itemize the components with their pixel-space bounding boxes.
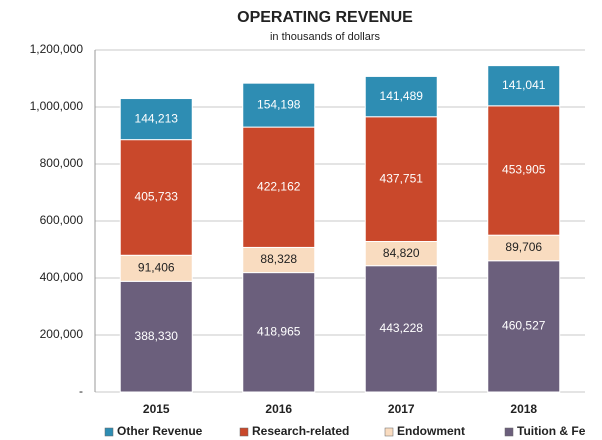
y-tick-label: 400,000 bbox=[40, 270, 84, 284]
legend-swatch bbox=[384, 427, 394, 437]
value-label: 437,751 bbox=[380, 171, 424, 185]
bar-segment bbox=[487, 260, 561, 393]
legend-swatch bbox=[104, 427, 114, 437]
bar-segment bbox=[119, 139, 193, 256]
bar-segment bbox=[364, 265, 438, 393]
bar-segment bbox=[487, 105, 561, 236]
value-label: 154,198 bbox=[257, 97, 301, 111]
value-label: 89,706 bbox=[505, 240, 542, 254]
x-tick-label: 2015 bbox=[143, 402, 170, 416]
legend-label: Other Revenue bbox=[117, 424, 203, 438]
value-label: 144,213 bbox=[135, 111, 179, 125]
y-tick-label: - bbox=[79, 384, 83, 398]
value-label: 84,820 bbox=[383, 246, 420, 260]
value-label: 460,527 bbox=[502, 319, 546, 333]
value-label: 388,330 bbox=[135, 329, 179, 343]
bar-segment bbox=[364, 75, 438, 118]
value-label: 443,228 bbox=[380, 321, 424, 335]
value-label: 141,041 bbox=[502, 78, 546, 92]
chart-title: OPERATING REVENUE bbox=[237, 9, 413, 26]
x-tick-label: 2017 bbox=[388, 402, 415, 416]
value-label: 422,162 bbox=[257, 179, 301, 193]
bar-segment bbox=[119, 98, 193, 141]
value-label: 453,905 bbox=[502, 163, 546, 177]
value-label: 418,965 bbox=[257, 324, 301, 338]
value-label: 141,489 bbox=[380, 89, 424, 103]
bar-segment bbox=[487, 65, 561, 107]
chart-subtitle: in thousands of dollars bbox=[270, 31, 381, 43]
legend-swatch bbox=[504, 427, 514, 437]
value-label: 91,406 bbox=[138, 260, 175, 274]
y-tick-label: 800,000 bbox=[40, 156, 84, 170]
value-label: 88,328 bbox=[260, 252, 297, 266]
x-tick-label: 2018 bbox=[510, 402, 537, 416]
bar-segment bbox=[119, 280, 193, 393]
value-label: 405,733 bbox=[135, 190, 179, 204]
bar-segment bbox=[242, 82, 316, 128]
legend-label: Tuition & Fe bbox=[517, 424, 586, 438]
legend-label: Endowment bbox=[397, 424, 465, 438]
legend-swatch bbox=[239, 427, 249, 437]
bar-segment bbox=[364, 116, 438, 243]
bar-segment bbox=[364, 241, 438, 267]
x-tick-label: 2016 bbox=[265, 402, 292, 416]
bar-segment bbox=[119, 254, 193, 282]
y-tick-label: 1,200,000 bbox=[30, 42, 84, 56]
bar-segment bbox=[242, 272, 316, 393]
legend-label: Research-related bbox=[252, 424, 349, 438]
y-tick-label: 600,000 bbox=[40, 213, 84, 227]
y-tick-label: 200,000 bbox=[40, 327, 84, 341]
y-tick-label: 1,000,000 bbox=[30, 99, 84, 113]
